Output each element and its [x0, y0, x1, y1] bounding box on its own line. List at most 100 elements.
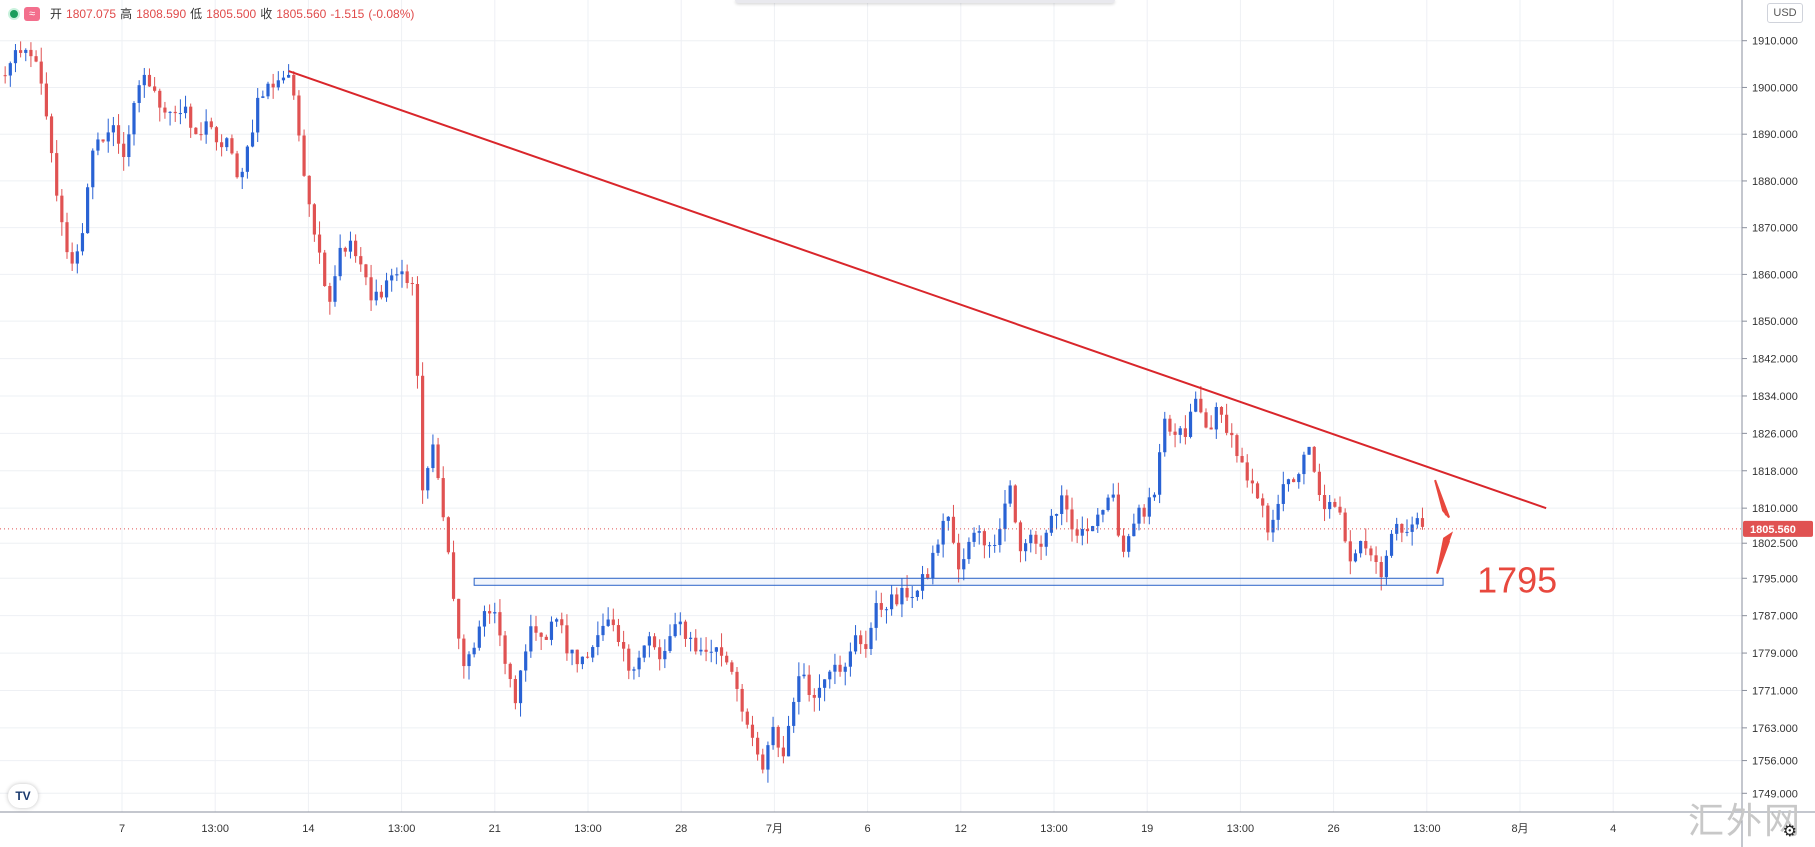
candle-body [714, 647, 718, 652]
candle-body [1178, 428, 1182, 435]
candle-body [194, 127, 198, 135]
price-axis[interactable]: 1910.000 1900.000 1890.000 1880.000 1870.000… [1741, 0, 1813, 847]
candle-body [127, 134, 131, 158]
candle-body [328, 286, 332, 302]
candle-body [287, 74, 291, 78]
candle-body [812, 694, 816, 698]
ohlc-legend: ≈ 开 1807.075 高 1808.590 低 1805.500 收 1805.56… [8, 5, 414, 22]
candle-body [1204, 412, 1208, 428]
gear-icon[interactable]: ⚙ [1782, 823, 1797, 840]
candle-body [390, 275, 394, 281]
y-tick-label: 1850.000 [1752, 316, 1798, 328]
wave-icon[interactable]: ≈ [24, 6, 40, 21]
candle-body [1168, 418, 1172, 432]
candle-body [1219, 406, 1224, 415]
candle-body [518, 670, 523, 704]
candle-body [436, 444, 440, 479]
candlestick-series [3, 41, 1425, 783]
candle-body [1049, 515, 1053, 533]
x-tick-label: 13:00 [574, 823, 602, 835]
status-dot-icon[interactable] [8, 7, 20, 20]
candle-body [364, 264, 368, 278]
candle-body [998, 529, 1002, 545]
candle-body [920, 574, 925, 591]
x-tick-label: 13:00 [388, 823, 416, 835]
candle-body [1369, 548, 1373, 556]
candle-body [1137, 507, 1141, 524]
change-value: -1.515 [330, 6, 365, 21]
candle-body [534, 626, 538, 633]
candle-body [601, 625, 605, 636]
candle-body [457, 598, 461, 639]
candle-body [678, 621, 682, 625]
x-tick-label: 7月 [766, 823, 783, 835]
candle-body [410, 282, 414, 284]
y-tick-label: 1779.000 [1752, 648, 1798, 660]
candle-body [168, 111, 172, 113]
candle-body [132, 102, 136, 135]
candle-body [1322, 495, 1327, 510]
candle-body [1158, 452, 1162, 495]
candle-body [668, 636, 672, 651]
candle-body [163, 107, 167, 113]
candle-body [1255, 483, 1260, 499]
candle-body [1024, 543, 1028, 552]
candle-body [797, 676, 801, 702]
candle-body [632, 669, 636, 671]
candle-body [585, 656, 590, 658]
candle-body [560, 619, 564, 626]
candle-body [173, 111, 177, 114]
candle-body [1018, 522, 1023, 552]
candle-body [441, 478, 445, 518]
candle-body [689, 637, 693, 639]
top-toolbar-handle[interactable] [735, 0, 1115, 3]
candle-body [271, 83, 275, 88]
candle-body [1307, 446, 1311, 455]
candle-body [256, 97, 260, 133]
candle-body [1034, 534, 1038, 544]
support-level-label: 1795 [1477, 559, 1557, 600]
y-tick-label: 1870.000 [1752, 223, 1798, 235]
candle-body [1359, 540, 1363, 554]
candle-body [1008, 485, 1012, 504]
open-label: 开 [50, 7, 63, 21]
time-axis[interactable]: 7 13:00 14 13:00 21 13:00 28 7月 6 12 13:00 19 13:00 2… [0, 811, 1815, 835]
candle-body [1101, 510, 1105, 515]
y-tick-label: 1890.000 [1752, 129, 1798, 141]
candle-body [730, 662, 734, 672]
candle-body [137, 85, 141, 103]
candle-body [225, 138, 229, 148]
currency-selector[interactable]: USD [1767, 3, 1803, 23]
candle-body [740, 688, 744, 712]
open-value: 1807.075 [66, 6, 117, 21]
candle-body [199, 134, 203, 136]
candle-body [400, 271, 404, 275]
candle-body [111, 125, 115, 133]
y-tick-label: 1880.000 [1752, 176, 1798, 188]
y-tick-label: 1749.000 [1752, 788, 1798, 800]
candle-body [946, 516, 950, 521]
current-price-label: 1805.560 [1750, 524, 1796, 536]
x-tick-label: 19 [1141, 823, 1153, 835]
candle-body [544, 636, 548, 640]
watermark-text: 汇外网 [1688, 801, 1803, 842]
candle-body [116, 125, 121, 144]
candle-body [1152, 494, 1157, 498]
candle-body [75, 251, 79, 264]
x-tick-label: 13:00 [1040, 823, 1068, 835]
candle-body [60, 195, 64, 223]
candle-body [807, 674, 811, 695]
tradingview-logo-icon[interactable]: TV [8, 784, 38, 808]
candle-body [1183, 428, 1187, 437]
candle-body [987, 545, 992, 547]
candle-body [1250, 480, 1254, 484]
candle-body [1297, 474, 1301, 483]
candle-body [498, 612, 502, 636]
candle-body [735, 671, 739, 689]
candle-body [776, 726, 780, 748]
candle-body [642, 645, 646, 658]
candle-body [884, 609, 889, 611]
x-tick-label: 13:00 [1413, 823, 1441, 835]
candle-body [1379, 562, 1383, 578]
